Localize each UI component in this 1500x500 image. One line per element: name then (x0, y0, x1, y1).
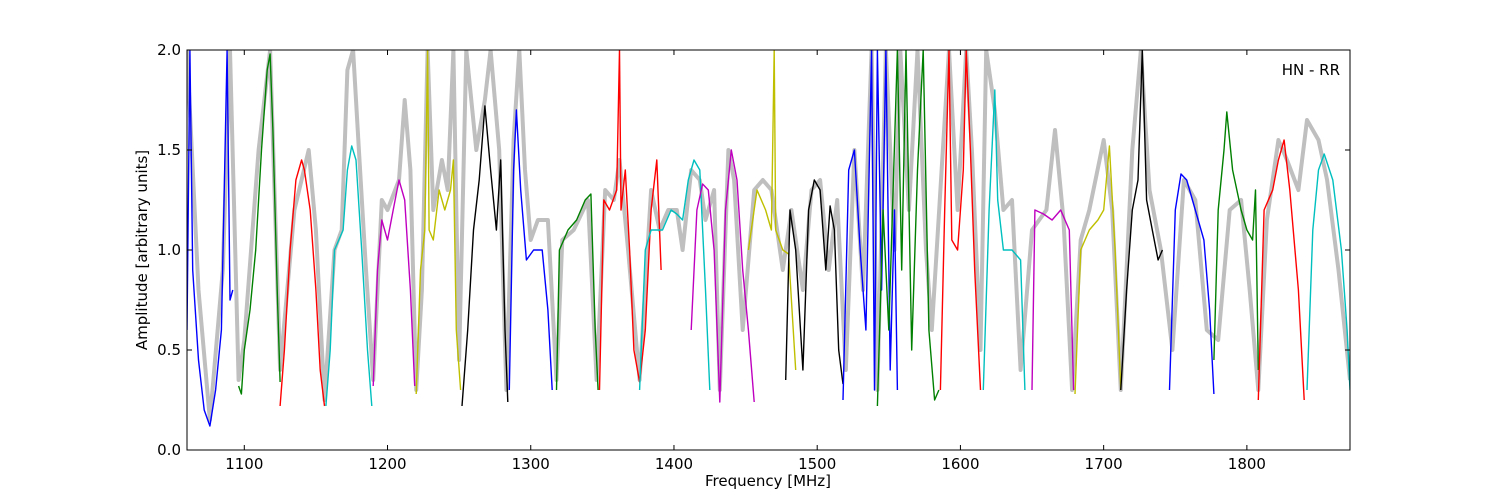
series-line-7 (461, 105, 509, 407)
x-tick-label: 1800 (1228, 455, 1266, 473)
y-tick-label: 1.5 (157, 141, 181, 159)
x-tick-label: 1700 (1085, 455, 1123, 473)
series-line-15 (842, 50, 899, 401)
y-tick-label: 1.0 (157, 241, 181, 259)
x-tick-label: 1400 (655, 455, 693, 473)
series-line-24 (1257, 139, 1305, 401)
series-line-19 (1031, 209, 1075, 391)
series-line-20 (1074, 145, 1122, 395)
series-line-1 (187, 50, 234, 427)
series-line-9 (555, 193, 599, 391)
series-line-21 (1120, 50, 1164, 391)
series-line-12 (690, 149, 755, 403)
series-line-2 (237, 53, 281, 395)
series-line-10 (598, 50, 662, 391)
series-line-16 (876, 50, 940, 407)
series-layer (187, 50, 1350, 427)
y-tick-label: 0.0 (157, 441, 181, 459)
series-line-14 (785, 179, 844, 385)
x-tick-label: 1300 (512, 455, 550, 473)
series-line-3 (279, 159, 326, 407)
series-line-6 (415, 50, 462, 395)
series-line-18 (982, 89, 1026, 391)
tick-layer: 1100 1200 1300 1400 1500 1600 1700 1800 0.0 0.5 1.… (157, 41, 1350, 473)
series-line-5 (372, 179, 416, 387)
y-axis-title: Amplitude [arbitrary units] (133, 150, 151, 350)
series-line-17 (939, 50, 982, 391)
x-tick-label: 1200 (368, 455, 406, 473)
series-line-22 (1168, 173, 1215, 395)
x-tick-label: 1100 (225, 455, 263, 473)
x-tick-label: 1500 (798, 455, 836, 473)
series-line-13 (747, 50, 797, 371)
x-tick-label: 1600 (941, 455, 979, 473)
x-axis-title: Frequency [MHz] (705, 472, 831, 490)
series-line-25 (1306, 153, 1350, 391)
annotation-label: HN - RR (1282, 61, 1340, 79)
y-tick-label: 2.0 (157, 41, 181, 59)
series-line-4 (325, 145, 373, 407)
series-line-8 (508, 109, 553, 391)
y-tick-label: 0.5 (157, 341, 181, 359)
series-line-23 (1213, 111, 1259, 371)
